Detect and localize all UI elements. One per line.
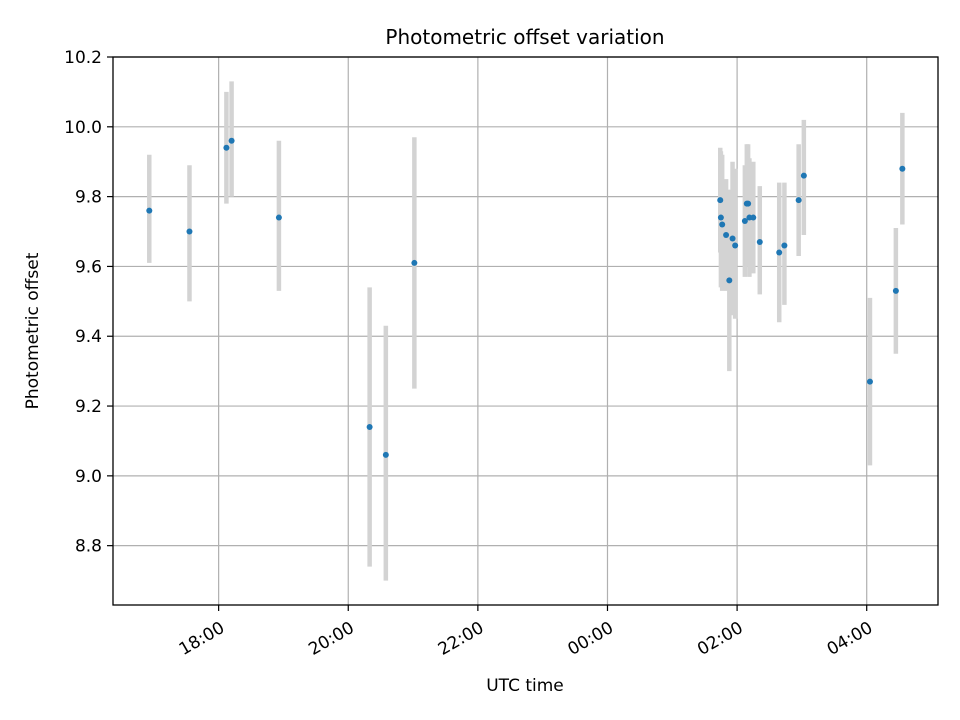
data-point: [717, 214, 724, 221]
data-point: [186, 228, 193, 235]
data-point: [411, 259, 418, 266]
data-point: [723, 232, 730, 239]
y-tick-label: 9.8: [75, 188, 102, 208]
data-point: [726, 277, 733, 284]
chart-title: Photometric offset variation: [385, 25, 664, 49]
y-tick-label: 9.0: [75, 467, 102, 487]
data-point: [228, 137, 235, 144]
plot-frame: [112, 56, 939, 606]
data-point: [366, 423, 373, 430]
y-tick-label: 9.4: [75, 327, 102, 347]
data-point: [776, 249, 783, 256]
data-point: [892, 287, 899, 294]
data-point: [899, 165, 906, 172]
data-point: [866, 378, 873, 385]
y-tick-label: 9.6: [75, 257, 102, 277]
data-point: [729, 235, 736, 242]
data-point: [781, 242, 788, 249]
data-point: [382, 451, 389, 458]
data-point: [800, 172, 807, 179]
data-point: [750, 214, 757, 221]
data-point: [223, 144, 230, 151]
data-point: [745, 200, 752, 207]
data-point: [741, 218, 748, 225]
y-tick-label: 10.2: [64, 48, 102, 68]
y-tick-label: 10.0: [64, 118, 102, 138]
data-point: [719, 221, 726, 228]
data-points: [146, 137, 906, 458]
y-tick-label: 9.2: [75, 397, 102, 417]
data-point: [732, 242, 739, 249]
data-point: [717, 197, 724, 204]
data-point: [275, 214, 282, 221]
data-point: [756, 238, 763, 245]
data-point: [795, 197, 802, 204]
y-axis-title: Photometric offset: [23, 252, 43, 409]
y-tick-label: 8.8: [75, 537, 102, 557]
data-point: [146, 207, 153, 214]
x-axis-title: UTC time: [486, 676, 564, 696]
